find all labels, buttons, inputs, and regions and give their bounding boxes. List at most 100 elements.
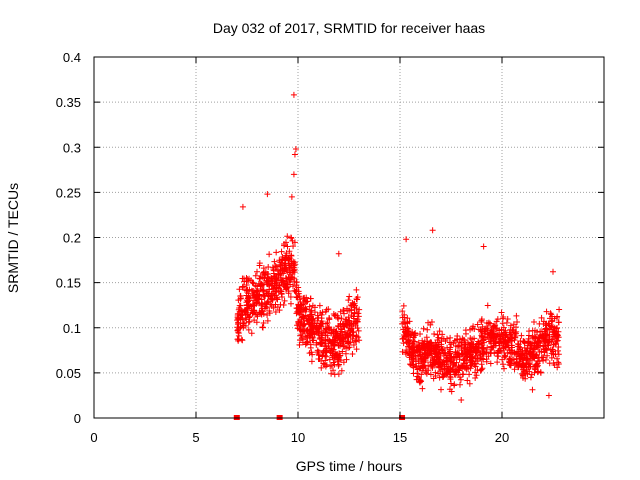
y-tick-label: 0.35 xyxy=(56,95,81,110)
data-point xyxy=(246,286,253,293)
data-point xyxy=(494,316,501,323)
data-point xyxy=(356,337,363,344)
data-point xyxy=(445,367,452,374)
data-point xyxy=(521,339,528,346)
data-point xyxy=(473,355,480,362)
data-point xyxy=(285,256,292,263)
data-point xyxy=(316,302,323,309)
data-point xyxy=(514,348,521,355)
data-point xyxy=(349,336,356,343)
data-point xyxy=(341,310,348,317)
data-point xyxy=(265,290,272,297)
data-point xyxy=(531,354,538,361)
data-point xyxy=(438,386,445,393)
data-point xyxy=(549,317,556,324)
data-point xyxy=(501,365,508,372)
data-point xyxy=(484,344,491,351)
data-point xyxy=(318,341,325,348)
data-point xyxy=(432,339,439,346)
data-point xyxy=(409,346,416,353)
data-point xyxy=(349,322,356,329)
data-point xyxy=(308,311,315,318)
data-point xyxy=(494,359,501,366)
data-point xyxy=(519,374,526,381)
data-point xyxy=(276,282,283,289)
data-point xyxy=(524,348,531,355)
data-point xyxy=(502,344,509,351)
data-point xyxy=(334,356,341,363)
data-point xyxy=(490,322,497,329)
data-point xyxy=(537,369,544,376)
data-point xyxy=(429,227,436,234)
data-point xyxy=(555,334,562,341)
data-point xyxy=(415,374,422,381)
data-point xyxy=(254,299,261,306)
data-point xyxy=(291,239,298,246)
data-point xyxy=(483,320,490,327)
data-point xyxy=(516,358,523,365)
data-point xyxy=(464,377,471,384)
data-point xyxy=(457,381,463,388)
data-point xyxy=(516,353,523,360)
data-point xyxy=(331,371,338,378)
data-point xyxy=(549,324,556,331)
data-point xyxy=(474,358,481,365)
data-point xyxy=(325,324,332,331)
data-point xyxy=(542,332,549,339)
data-point xyxy=(315,348,322,355)
data-point xyxy=(546,322,553,329)
data-point xyxy=(429,354,436,361)
data-point xyxy=(278,290,285,297)
data-point xyxy=(287,293,294,300)
data-point xyxy=(428,318,435,325)
data-point xyxy=(296,341,303,348)
data-point xyxy=(446,350,453,357)
data-point xyxy=(450,362,457,369)
data-point xyxy=(304,326,311,333)
data-point xyxy=(471,361,478,368)
data-point xyxy=(521,344,528,351)
data-point xyxy=(306,332,313,339)
data-point xyxy=(530,346,537,353)
data-point xyxy=(518,332,525,339)
data-point xyxy=(468,340,475,347)
data-point xyxy=(524,371,531,378)
data-point xyxy=(469,345,476,352)
data-point xyxy=(431,360,438,367)
data-point xyxy=(433,349,440,356)
data-point xyxy=(285,288,292,295)
data-point xyxy=(345,317,352,324)
data-point xyxy=(479,350,486,357)
data-point xyxy=(410,355,417,362)
data-point xyxy=(265,276,272,283)
data-point xyxy=(454,352,461,359)
data-point xyxy=(413,347,420,354)
data-point xyxy=(344,308,351,315)
data-point xyxy=(463,364,470,371)
data-point xyxy=(439,359,446,366)
data-point xyxy=(270,266,277,273)
data-point xyxy=(322,332,329,339)
data-point xyxy=(242,315,249,322)
data-point xyxy=(420,325,427,332)
data-point xyxy=(452,343,459,350)
data-point xyxy=(409,362,416,369)
data-point xyxy=(234,311,241,318)
data-point xyxy=(534,368,541,375)
data-point xyxy=(543,347,550,354)
data-point xyxy=(482,330,489,337)
data-point xyxy=(512,330,519,337)
data-point xyxy=(435,361,442,368)
data-point xyxy=(479,333,486,340)
data-point xyxy=(467,356,474,363)
data-point xyxy=(538,348,545,355)
data-point xyxy=(271,258,278,265)
data-point xyxy=(410,370,417,377)
data-point xyxy=(500,314,507,321)
data-point xyxy=(419,351,426,358)
data-point xyxy=(414,366,421,373)
data-point xyxy=(254,288,261,295)
data-point xyxy=(335,362,342,369)
x-tick-label: 5 xyxy=(192,430,199,445)
